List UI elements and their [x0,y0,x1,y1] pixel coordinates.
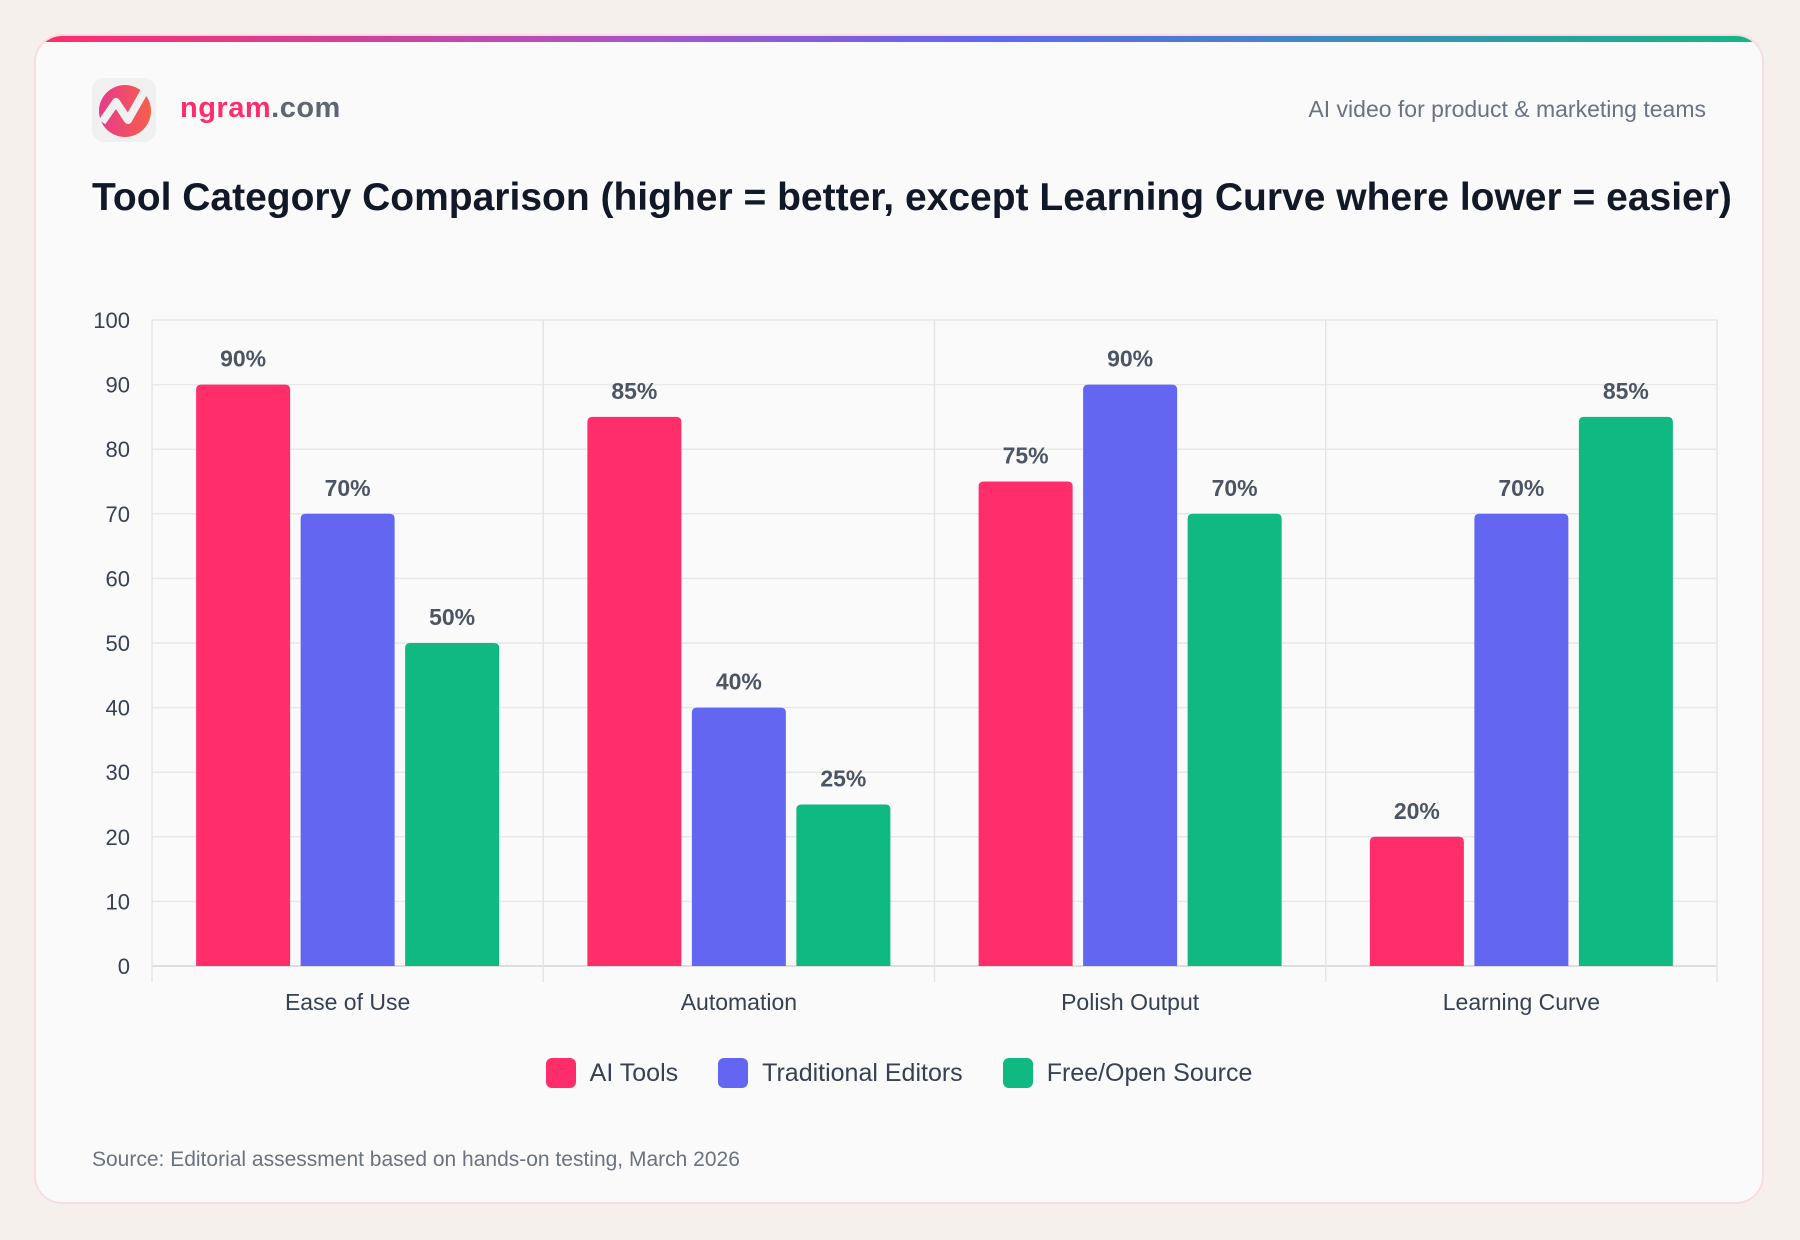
y-tick-label: 60 [106,566,130,591]
bar [587,416,682,966]
bar [978,481,1073,966]
legend-label: Free/Open Source [1046,1058,1253,1087]
legend: AI Tools Traditional Editors Free/Open Sou… [36,1058,1762,1088]
legend-swatch [718,1058,749,1088]
bar [1474,513,1569,966]
data-label: 70% [1498,475,1544,501]
data-label: 85% [611,378,657,404]
bar [1187,513,1282,966]
x-tick-label: Learning Curve [1443,989,1600,1015]
y-tick-label: 0 [118,954,130,979]
data-label: 90% [220,346,266,372]
bar [691,707,786,966]
data-label: 25% [820,766,866,792]
data-label: 90% [1107,346,1153,372]
brand-main: ngram [180,92,272,124]
y-tick-label: 70 [106,502,130,527]
legend-item[interactable]: Free/Open Source [1002,1058,1253,1088]
legend-swatch [545,1058,576,1088]
data-label: 40% [716,669,762,695]
tagline: AI video for product & marketing teams [1308,96,1706,122]
legend-item[interactable]: AI Tools [545,1058,679,1088]
data-label: 75% [1003,443,1049,469]
bar [196,384,291,967]
ngram-logo-icon [92,78,156,142]
bar [1369,836,1464,966]
legend-label: AI Tools [589,1058,679,1087]
y-tick-label: 20 [106,825,130,850]
gradient-bar [36,36,1762,42]
bar [1083,384,1178,967]
data-label: 20% [1394,798,1440,824]
legend-item[interactable]: Traditional Editors [718,1058,963,1088]
brand-suffix: .com [271,92,341,124]
data-label: 50% [429,604,475,630]
legend-swatch [1002,1058,1033,1088]
data-label: 70% [325,475,371,501]
bar [796,804,891,966]
source-note: Source: Editorial assessment based on ha… [92,1148,740,1171]
brand-name: ngram.com [180,92,341,125]
y-tick-label: 40 [106,696,130,721]
y-tick-label: 90 [106,373,130,398]
bar [300,513,395,966]
chart-title: Tool Category Comparison (higher = bette… [92,176,1732,219]
bar [1578,416,1673,966]
y-tick-label: 100 [93,308,130,333]
x-tick-label: Automation [681,989,797,1015]
x-tick-label: Polish Output [1061,989,1200,1015]
chart-card: ngram.com AI video for product & marketi… [34,34,1764,1204]
data-label: 85% [1603,378,1649,404]
legend-label: Traditional Editors [762,1058,963,1087]
y-tick-label: 50 [106,631,130,656]
y-tick-label: 30 [106,760,130,785]
x-tick-label: Ease of Use [285,989,410,1015]
bar [405,643,500,966]
data-label: 70% [1212,475,1258,501]
bar-chart: 0 10 20 30 40 50 60 70 80 90 100 90% 70% 50% Ease of U… [93,308,1718,1015]
y-tick-label: 10 [106,889,130,914]
y-tick-label: 80 [106,437,130,462]
